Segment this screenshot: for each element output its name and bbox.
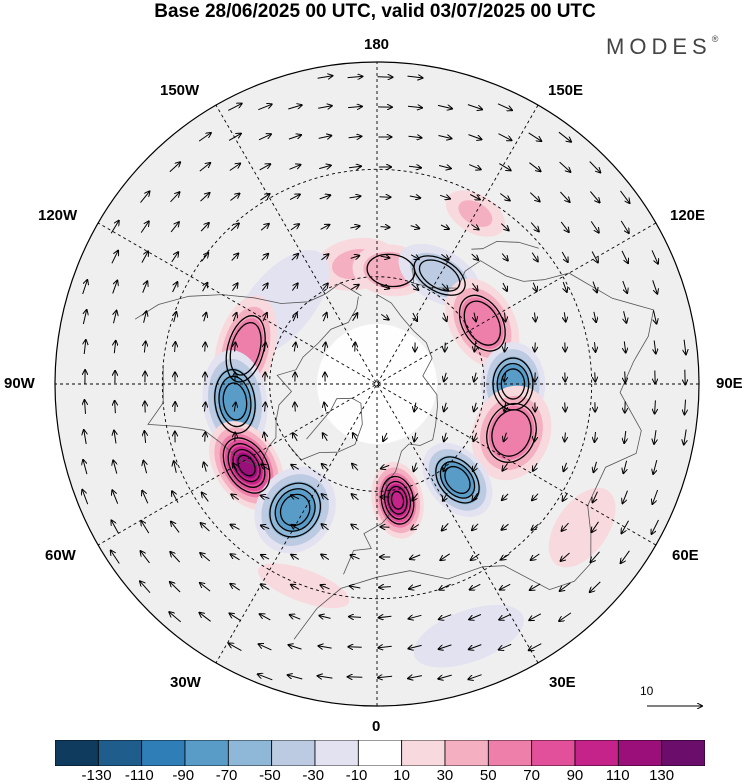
wind-vector	[625, 372, 626, 383]
wind-vector	[535, 343, 536, 352]
colorbar-tick-label: 70	[523, 767, 540, 784]
colorbar-swatch	[618, 740, 661, 766]
lon-label-120e: 120E	[670, 208, 705, 224]
wind-vector	[295, 403, 296, 412]
colorbar-tick-label: -30	[302, 767, 324, 784]
brand-mark: ®	[712, 34, 719, 44]
lon-label-90w: 90W	[4, 376, 35, 392]
colorbar-swatch	[445, 740, 488, 766]
colorbar-swatch	[662, 740, 705, 766]
colorbar-swatch	[98, 740, 141, 766]
wind-vector	[565, 403, 566, 412]
polar-cap	[317, 324, 437, 444]
colorbar-tick-label: -110	[125, 767, 154, 784]
colorbar-swatch	[228, 740, 271, 766]
lon-label-60e: 60E	[672, 548, 699, 564]
lon-label-60w: 60W	[45, 548, 76, 564]
lon-label-30w: 30W	[170, 675, 201, 691]
colorbar	[55, 740, 705, 766]
lon-label-180: 180	[364, 37, 389, 53]
wind-vector	[355, 343, 356, 352]
colorbar-tick-label: 130	[649, 767, 674, 784]
colorbar-swatch	[402, 740, 445, 766]
lon-label-0: 0	[372, 719, 380, 735]
brand-logo: MODES®	[606, 34, 718, 60]
colorbar-swatch	[358, 740, 401, 766]
map-title: Base 28/06/2025 00 UTC, valid 03/07/2025…	[0, 0, 750, 24]
lon-label-120w: 120W	[38, 208, 77, 224]
colorbar-swatch	[532, 740, 575, 766]
colorbar-swatch	[142, 740, 185, 766]
lon-label-90e: 90E	[716, 376, 743, 392]
colorbar-tick-label: 50	[480, 767, 497, 784]
colorbar-swatch	[272, 740, 315, 766]
colorbar-tick-label: 110	[606, 767, 630, 784]
colorbar-swatch	[55, 740, 98, 766]
colorbar-tick-label: 10	[393, 767, 410, 784]
vector-reference-label: 10	[640, 684, 653, 698]
brand-text: MODES	[606, 34, 712, 59]
lon-label-150w: 150W	[160, 83, 199, 99]
wind-vector	[445, 343, 446, 352]
colorbar-swatch	[575, 740, 618, 766]
colorbar-swatch	[488, 740, 531, 766]
wind-vector	[595, 372, 596, 381]
colorbar-tick-label: 30	[437, 767, 454, 784]
lon-label-150e: 150E	[548, 83, 583, 99]
colorbar-tick-label: 90	[567, 767, 584, 784]
colorbar-swatch	[315, 740, 358, 766]
wind-vector	[205, 432, 206, 441]
wind-vector	[205, 343, 206, 352]
colorbar-tick-label: -70	[216, 767, 238, 784]
lon-label-30e: 30E	[549, 675, 576, 691]
colorbar-tick-label: -50	[259, 767, 281, 784]
colorbar-tick-label: -90	[172, 767, 194, 784]
colorbar-swatch	[185, 740, 228, 766]
colorbar-tick-label: -130	[82, 767, 112, 784]
colorbar-tick-label: -10	[346, 767, 368, 784]
